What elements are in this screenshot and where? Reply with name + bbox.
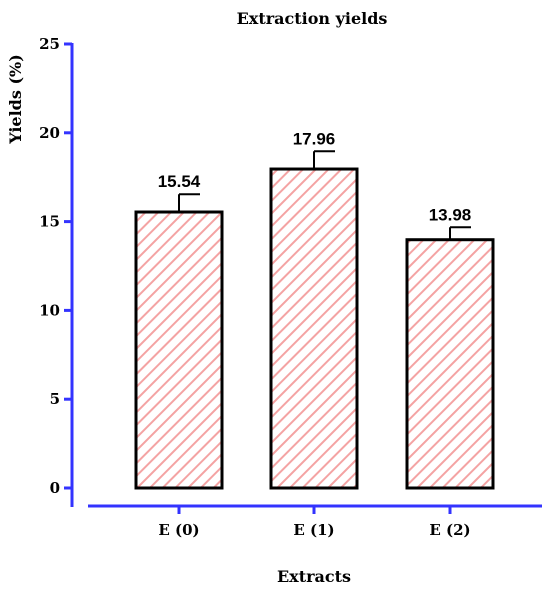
bar: [269, 167, 359, 490]
x-tick-label: E (1): [293, 521, 334, 539]
y-tick-label: 10: [39, 301, 60, 319]
y-axis-ticks: 0 5 10 15 20 25: [39, 35, 72, 497]
x-tick-label: E (0): [158, 521, 199, 539]
data-label: 13.98: [429, 205, 472, 224]
x-axis-label: Extracts: [277, 567, 351, 586]
y-tick-label: 25: [39, 35, 60, 53]
x-axis-ticks: E (0) E (1) E (2): [158, 506, 471, 539]
data-label: 17.96: [293, 129, 336, 148]
bar: [134, 210, 224, 490]
x-tick-label: E (2): [429, 521, 470, 539]
y-tick-label: 5: [50, 390, 60, 408]
y-axis-label: Yields (%): [6, 54, 25, 145]
bars: 15.54 17.96 13.98: [134, 129, 495, 490]
chart-title: Extraction yields: [237, 9, 388, 28]
data-label: 15.54: [158, 172, 201, 191]
y-tick-label: 0: [50, 479, 60, 497]
bar: [405, 238, 495, 490]
y-tick-label: 15: [39, 213, 60, 231]
y-tick-label: 20: [39, 124, 60, 142]
